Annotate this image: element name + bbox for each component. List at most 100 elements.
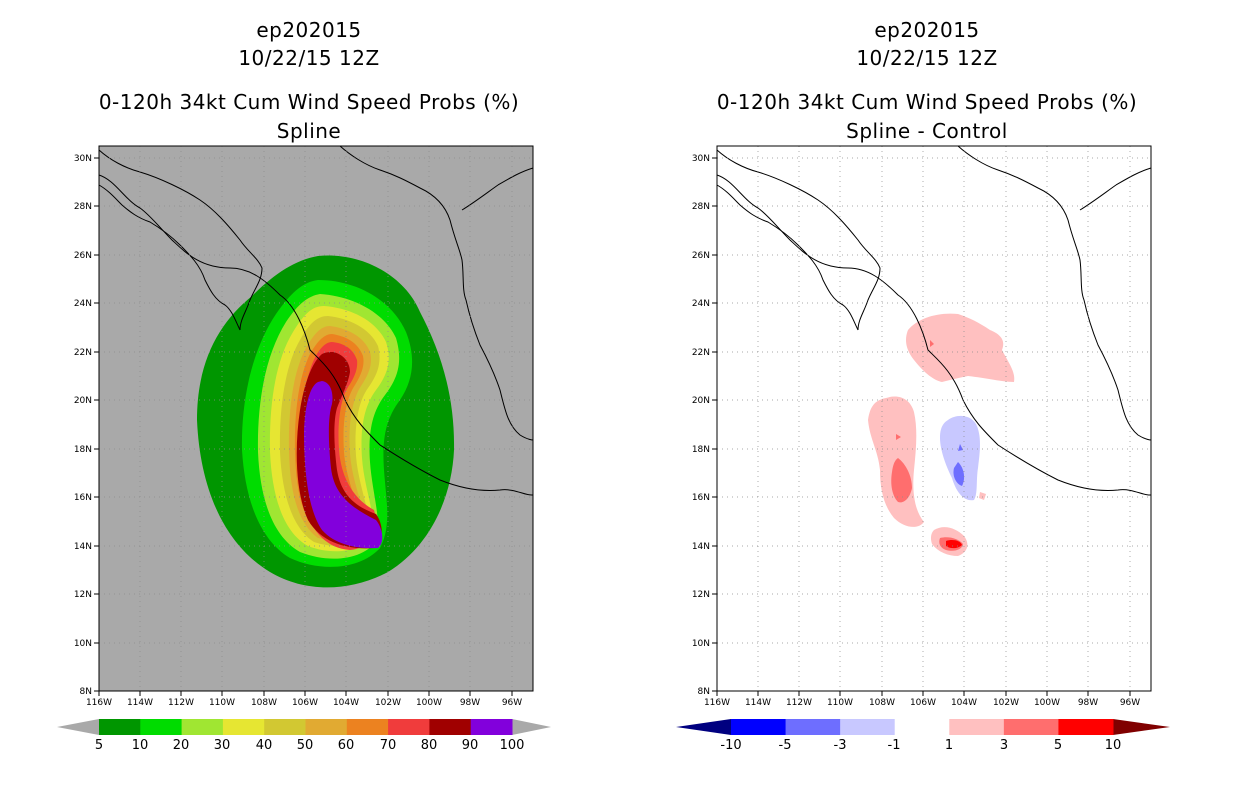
- x-tick-label: 104W: [951, 698, 977, 708]
- left-chart-title: 0-120h 34kt Cum Wind Speed Probs (%): [98, 90, 520, 114]
- left-map-frame: [98, 145, 534, 692]
- colorbar-swatch: [222, 719, 265, 735]
- left-datetime: 10/22/15 12Z: [238, 46, 380, 70]
- right-difference-contours: [868, 313, 1015, 556]
- x-tick-label: 100W: [416, 698, 442, 708]
- left-storm-id: ep202015: [256, 18, 362, 42]
- x-tick-label: 106W: [910, 698, 936, 708]
- left-x-tick-labels: 116W 114W 112W 110W 108W 106W 104W 102W …: [86, 698, 522, 708]
- colorbar-swatch: [346, 719, 389, 735]
- y-tick-label: 8N: [698, 687, 710, 697]
- colorbar-label: 1: [945, 738, 953, 753]
- colorbar-label: -10: [720, 738, 741, 753]
- x-tick-label: 108W: [869, 698, 895, 708]
- x-tick-label: 106W: [292, 698, 318, 708]
- y-tick-label: 30N: [74, 154, 92, 164]
- colorbar-label: 10: [132, 738, 149, 753]
- x-tick-label: 114W: [127, 698, 153, 708]
- right-datetime: 10/22/15 12Z: [856, 46, 998, 70]
- colorbar-label: 20: [173, 738, 190, 753]
- y-tick-label: 28N: [692, 202, 710, 212]
- y-tick-label: 24N: [692, 299, 710, 309]
- y-tick-label: 12N: [74, 590, 92, 600]
- x-tick-label: 102W: [375, 698, 401, 708]
- colorbar-label: 5: [1054, 738, 1062, 753]
- x-tick-label: 116W: [86, 698, 112, 708]
- diff-positive-3-dot: [896, 434, 901, 440]
- colorbar-swatch: [305, 719, 348, 735]
- colorbar-swatch: [731, 719, 787, 735]
- y-tick-label: 18N: [692, 445, 710, 455]
- colorbar-swatch: [894, 719, 950, 735]
- diff-positive-1-east: [979, 492, 986, 500]
- left-colorbar-labels: 5 10 20 30 40 50 60 70 80 90 100: [95, 738, 525, 753]
- right-colorbar-labels: -10 -5 -3 -1 1 3 5 10: [720, 738, 1121, 753]
- right-coastlines: [716, 145, 1152, 496]
- colorbar-label: -3: [834, 738, 847, 753]
- diff-negative-3: [953, 462, 965, 486]
- colorbar-label: 40: [256, 738, 273, 753]
- left-gridlines: [99, 146, 533, 691]
- colorbar-label: 3: [1000, 738, 1008, 753]
- right-y-tick-labels: 8N 10N 12N 14N 16N 18N 20N 22N 24N 26N 2…: [692, 154, 710, 697]
- x-tick-label: 112W: [168, 698, 194, 708]
- y-tick-label: 20N: [74, 396, 92, 406]
- colorbar-label: 60: [338, 738, 355, 753]
- right-storm-id: ep202015: [874, 18, 980, 42]
- right-map-svg: 116W 114W 112W 110W 108W 106W 104W 102W …: [676, 145, 1170, 753]
- left-y-tick-labels: 8N 10N 12N 14N 16N 18N 20N 22N 24N 26N 2…: [74, 154, 92, 697]
- right-panel: ep202015 10/22/15 12Z 0-120h 34kt Cum Wi…: [618, 0, 1236, 800]
- right-gridlines: [717, 146, 1151, 691]
- colorbar-swatch: [388, 719, 430, 735]
- colorbar-under-arrow: [57, 719, 99, 735]
- right-map-frame: [716, 145, 1152, 692]
- colorbar-swatch: [1003, 719, 1059, 735]
- x-tick-label: 96W: [1120, 698, 1140, 708]
- y-tick-label: 20N: [692, 396, 710, 406]
- colorbar-label: 70: [380, 738, 397, 753]
- diff-negative-3-dot: [958, 444, 963, 451]
- x-tick-label: 98W: [460, 698, 480, 708]
- right-x-tick-labels: 116W 114W 112W 110W 108W 106W 104W 102W …: [704, 698, 1140, 708]
- left-tick-marks: [94, 157, 513, 696]
- x-tick-label: 98W: [1078, 698, 1098, 708]
- right-map-background: [717, 146, 1151, 691]
- colorbar-label: 80: [421, 738, 438, 753]
- left-colorbar: 5 10 20 30 40 50 60 70 80 90 100: [57, 719, 551, 753]
- y-tick-label: 12N: [692, 590, 710, 600]
- y-tick-label: 22N: [692, 348, 710, 358]
- y-tick-label: 10N: [692, 639, 710, 649]
- y-tick-label: 10N: [74, 639, 92, 649]
- y-tick-label: 30N: [692, 154, 710, 164]
- colorbar-swatch: [785, 719, 841, 735]
- y-tick-label: 22N: [74, 348, 92, 358]
- colorbar-over-arrow: [512, 719, 551, 735]
- y-tick-label: 14N: [74, 542, 92, 552]
- diff-positive-small-north: [930, 340, 934, 347]
- colorbar-swatch: [840, 719, 896, 735]
- left-chart-subtitle: Spline: [276, 119, 342, 143]
- colorbar-swatch: [470, 719, 513, 735]
- right-chart-title: 0-120h 34kt Cum Wind Speed Probs (%): [716, 90, 1138, 114]
- colorbar-swatch: [264, 719, 306, 735]
- colorbar-label: -1: [888, 738, 901, 753]
- right-colorbar: -10 -5 -3 -1 1 3 5 10: [676, 719, 1170, 753]
- left-map-svg: 116W 114W 112W 110W 108W 106W 104W 102W …: [57, 145, 551, 753]
- colorbar-label: 50: [297, 738, 314, 753]
- colorbar-label: 90: [462, 738, 479, 753]
- y-tick-label: 28N: [74, 202, 92, 212]
- right-colorbar-swatches: [731, 719, 1114, 735]
- x-tick-label: 110W: [827, 698, 853, 708]
- y-tick-label: 16N: [692, 493, 710, 503]
- diff-negative-1: [940, 415, 980, 501]
- colorbar-under-arrow: [676, 719, 731, 735]
- colorbar-over-arrow: [1113, 719, 1170, 735]
- x-tick-label: 100W: [1034, 698, 1060, 708]
- diff-positive-1-north: [906, 313, 1015, 382]
- y-tick-label: 26N: [74, 251, 92, 261]
- diff-positive-3-west: [891, 458, 912, 503]
- y-tick-label: 26N: [692, 251, 710, 261]
- right-chart-subtitle: Spline - Control: [846, 119, 1008, 143]
- colorbar-swatch: [1058, 719, 1114, 735]
- x-tick-label: 114W: [745, 698, 771, 708]
